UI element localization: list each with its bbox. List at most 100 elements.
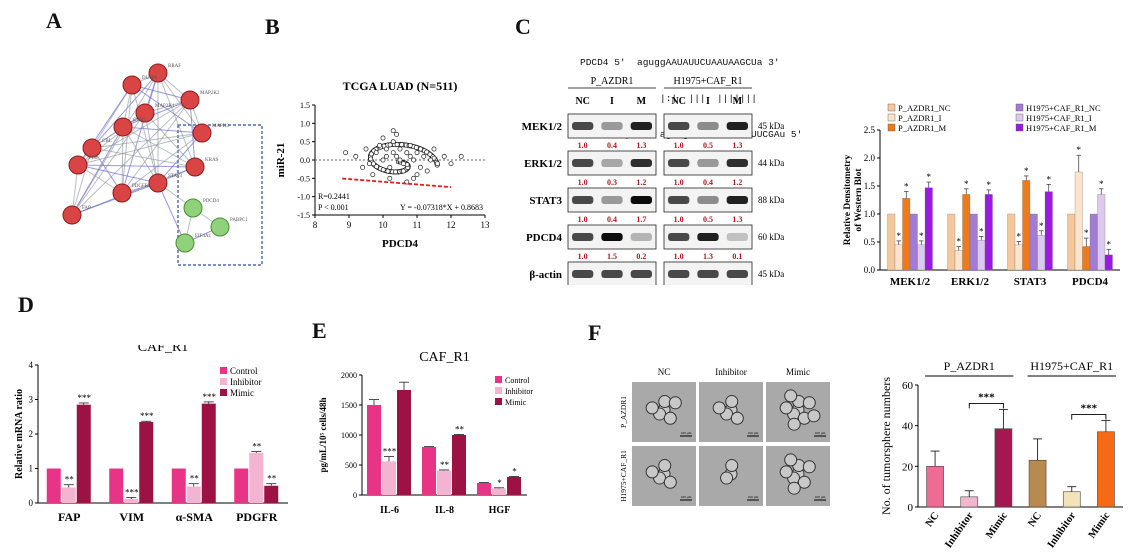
- bar: [249, 452, 264, 503]
- network-edge: [144, 112, 159, 184]
- network-edge: [91, 147, 196, 168]
- network-node-label: FAP: [82, 206, 91, 211]
- bar: [1037, 235, 1046, 271]
- bar: [969, 213, 978, 271]
- significance-mark: *: [1039, 221, 1044, 231]
- bar: [201, 403, 216, 503]
- stat-r: R=0.2441: [318, 192, 350, 201]
- network-edge: [157, 182, 186, 244]
- y-tick-label: 4: [29, 360, 34, 370]
- y-axis-label: miR-21: [275, 143, 287, 178]
- scatter-point: [417, 164, 423, 170]
- bar: [1028, 459, 1047, 508]
- bar: [139, 421, 154, 503]
- blot-lane-label: I: [706, 96, 710, 107]
- network-node-label: MAP2K1: [155, 104, 175, 109]
- bar: [507, 477, 521, 495]
- network-node-braf: [148, 63, 168, 83]
- legend-swatch: [1015, 103, 1024, 112]
- network-node-label: DUSP6: [142, 76, 158, 81]
- y-axis-label: pg/mL/10⁵ cells/48h: [318, 398, 328, 473]
- bar: [887, 213, 896, 271]
- scatter-point: [424, 168, 430, 174]
- network-edge: [77, 132, 203, 166]
- network-edge: [122, 126, 203, 134]
- network-node-vim: [68, 155, 88, 175]
- bar: [1067, 213, 1076, 271]
- scatter-point: [424, 149, 430, 155]
- legend-label: Control: [505, 376, 530, 385]
- network-node-label: STAT3: [168, 174, 183, 179]
- scatter-point: [404, 150, 410, 156]
- blot-kda: 88 kDa: [758, 195, 784, 205]
- network-node-label: VIM: [88, 156, 98, 161]
- group-label: P_AZDR1: [944, 359, 995, 373]
- scatter-point: [434, 161, 440, 167]
- y-tick-label: 0: [29, 498, 34, 508]
- significance-mark: *: [897, 231, 902, 241]
- significance-mark: *: [957, 236, 962, 246]
- x-tick-label: PDGFR: [236, 510, 278, 524]
- blot-quant: 0.5: [703, 215, 713, 224]
- y-tick-label: 20: [902, 461, 914, 473]
- blot-group-label: P_AZDR1: [591, 76, 634, 87]
- y-axis-label: of Western Blot: [854, 168, 864, 232]
- network-edge: [122, 126, 196, 168]
- scatter-point: [427, 151, 433, 157]
- scatter-point: [394, 141, 400, 147]
- y-axis-label: Relative Densitometry: [843, 155, 853, 246]
- micrograph-column-label: NC: [658, 367, 671, 377]
- scatter-point: [411, 175, 417, 181]
- significance-mark: *: [979, 226, 984, 236]
- blot-band: [668, 159, 690, 167]
- legend-label: Mimic: [505, 398, 527, 407]
- blot-band: [572, 122, 594, 130]
- bar: [924, 187, 933, 271]
- network-node-mapk3: [192, 123, 212, 143]
- blot-band: [572, 196, 594, 204]
- blot-band: [630, 196, 652, 204]
- cell-sphere: [787, 481, 801, 495]
- scatter-point: [397, 146, 403, 152]
- y-tick-label: 2.0: [864, 153, 876, 163]
- scatter-point: [380, 135, 386, 141]
- blot-quant: 0.4: [703, 178, 713, 187]
- blot-quant: 1.0: [578, 215, 588, 224]
- scatter-point: [448, 161, 454, 167]
- panel-label-f: F: [588, 320, 602, 345]
- blot-kda: 44 kDa: [758, 158, 784, 168]
- bar: [909, 213, 918, 271]
- network-edge: [91, 72, 159, 149]
- cell-sphere: [645, 465, 659, 479]
- blot-band: [726, 122, 748, 130]
- y-tick-label: 1000: [341, 431, 357, 440]
- bar: [422, 447, 436, 495]
- significance-mark: *: [964, 179, 969, 189]
- y-tick-label: 0.0: [300, 156, 310, 165]
- network-node-label: PDCD4: [203, 199, 219, 204]
- blot-quant: 1.0: [578, 178, 588, 187]
- y-tick-label: 1.0: [300, 119, 310, 128]
- legend-swatch: [495, 376, 502, 383]
- network-node-label: MAP2K2: [200, 91, 220, 96]
- scale-bar-label: 100 μm: [748, 431, 759, 435]
- bar: [452, 435, 466, 495]
- legend-swatch: [887, 103, 896, 112]
- legend-swatch: [887, 113, 896, 122]
- bar: [61, 487, 76, 503]
- y-tick-label: 2: [29, 429, 34, 439]
- network-node-map2k1: [135, 103, 155, 123]
- network-node-eif4a1: [175, 233, 195, 253]
- network-node-fap: [62, 205, 82, 225]
- blot-quant: 1.2: [636, 178, 646, 187]
- network-node-cdh1: [113, 117, 133, 137]
- scale-bar-label: 100 μm: [748, 495, 759, 499]
- network-edge: [77, 164, 159, 184]
- scatter-chart: TCGA LUAD (N=511) 8 9 10 11 12 13 -1.5 -1.0 -0.5 0…: [275, 79, 490, 250]
- panel-label-d: D: [18, 292, 34, 317]
- blot-lane-label: M: [637, 96, 647, 107]
- network-highlight-box: [177, 124, 263, 266]
- bar: [1082, 246, 1091, 271]
- blot-band: [601, 159, 623, 167]
- scatter-point: [431, 146, 437, 152]
